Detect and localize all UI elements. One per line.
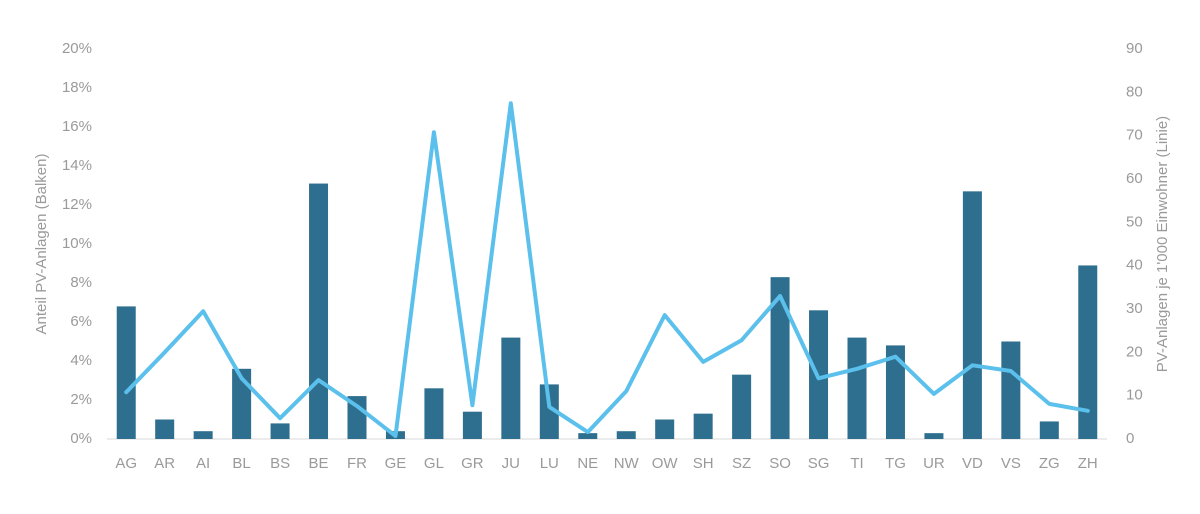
x-tick-label: GE: [385, 455, 407, 472]
x-tick-label: LU: [540, 455, 559, 472]
y-tick-label: 16%: [62, 118, 92, 135]
x-tick-label: ZG: [1039, 455, 1060, 472]
y2-tick-label: 10: [1126, 387, 1143, 404]
x-tick-label: TG: [885, 455, 906, 472]
y2-tick-label: 0: [1126, 430, 1134, 447]
x-tick-label: NW: [614, 455, 640, 472]
y-axis-label: Anteil PV-Anlagen (Balken): [33, 154, 50, 335]
bar: [1078, 265, 1098, 439]
bar: [424, 388, 444, 439]
y-tick-label: 14%: [62, 157, 92, 174]
y2-tick-label: 40: [1126, 257, 1143, 274]
bar: [462, 411, 482, 439]
bar: [1039, 421, 1059, 439]
bar: [347, 396, 367, 439]
x-tick-label: ZH: [1078, 455, 1098, 472]
y-tick-label: 0%: [70, 430, 92, 447]
x-tick-label: SH: [693, 455, 714, 472]
line: [124, 101, 1090, 438]
y-tick-label: 6%: [70, 313, 92, 330]
y-tick-label: 4%: [70, 352, 92, 369]
x-tick-label: VS: [1001, 455, 1021, 472]
x-tick-label: BE: [309, 455, 329, 472]
bar: [539, 384, 559, 439]
x-tick-label: BL: [232, 455, 250, 472]
x-tick-label: AG: [115, 455, 137, 472]
bar: [770, 277, 790, 439]
bar: [193, 431, 213, 439]
y2-tick-label: 30: [1126, 300, 1143, 317]
x-tick-label: UR: [923, 455, 945, 472]
bar: [655, 419, 675, 439]
y2-tick-label: 60: [1126, 170, 1143, 187]
bar: [962, 191, 982, 439]
bar: [309, 183, 329, 439]
bar: [693, 413, 713, 439]
x-tick-label: AI: [196, 455, 210, 472]
bar: [616, 431, 636, 439]
bar: [501, 337, 521, 439]
bar: [116, 306, 136, 439]
x-tick-label: SZ: [732, 455, 751, 472]
y2-tick-label: 70: [1126, 127, 1143, 144]
x-tick-label: TI: [850, 455, 863, 472]
y2-tick-label: 80: [1126, 83, 1143, 100]
x-tick-label: GL: [424, 455, 444, 472]
x-tick-label: AR: [154, 455, 175, 472]
x-tick-label: FR: [347, 455, 367, 472]
y-tick-label: 20%: [62, 40, 92, 57]
x-tick-label: OW: [652, 455, 679, 472]
y2-axis-label: PV-Anlagen je 1'000 Einwohner (Linie): [1154, 116, 1171, 372]
bar: [847, 337, 867, 439]
bar: [578, 433, 598, 439]
y-tick-label: 8%: [70, 274, 92, 291]
bar: [270, 423, 290, 439]
bar: [155, 419, 175, 439]
bar: [732, 374, 752, 439]
y2-tick-label: 90: [1126, 40, 1143, 57]
x-tick-label: GR: [461, 455, 484, 472]
x-tick-label: JU: [502, 455, 520, 472]
bar: [232, 368, 252, 439]
x-tick-label: SG: [808, 455, 830, 472]
y-tick-label: 10%: [62, 235, 92, 252]
bar: [1001, 341, 1021, 439]
y-tick-label: 18%: [62, 79, 92, 96]
bar: [885, 345, 905, 439]
x-tick-label: BS: [270, 455, 290, 472]
y2-tick-label: 50: [1126, 213, 1143, 230]
bar: [924, 433, 944, 439]
y-tick-label: 2%: [70, 391, 92, 408]
y-tick-label: 12%: [62, 196, 92, 213]
x-tick-label: NE: [577, 455, 598, 472]
y2-tick-label: 20: [1126, 343, 1143, 360]
x-tick-label: VD: [962, 455, 983, 472]
x-tick-label: SO: [769, 455, 791, 472]
